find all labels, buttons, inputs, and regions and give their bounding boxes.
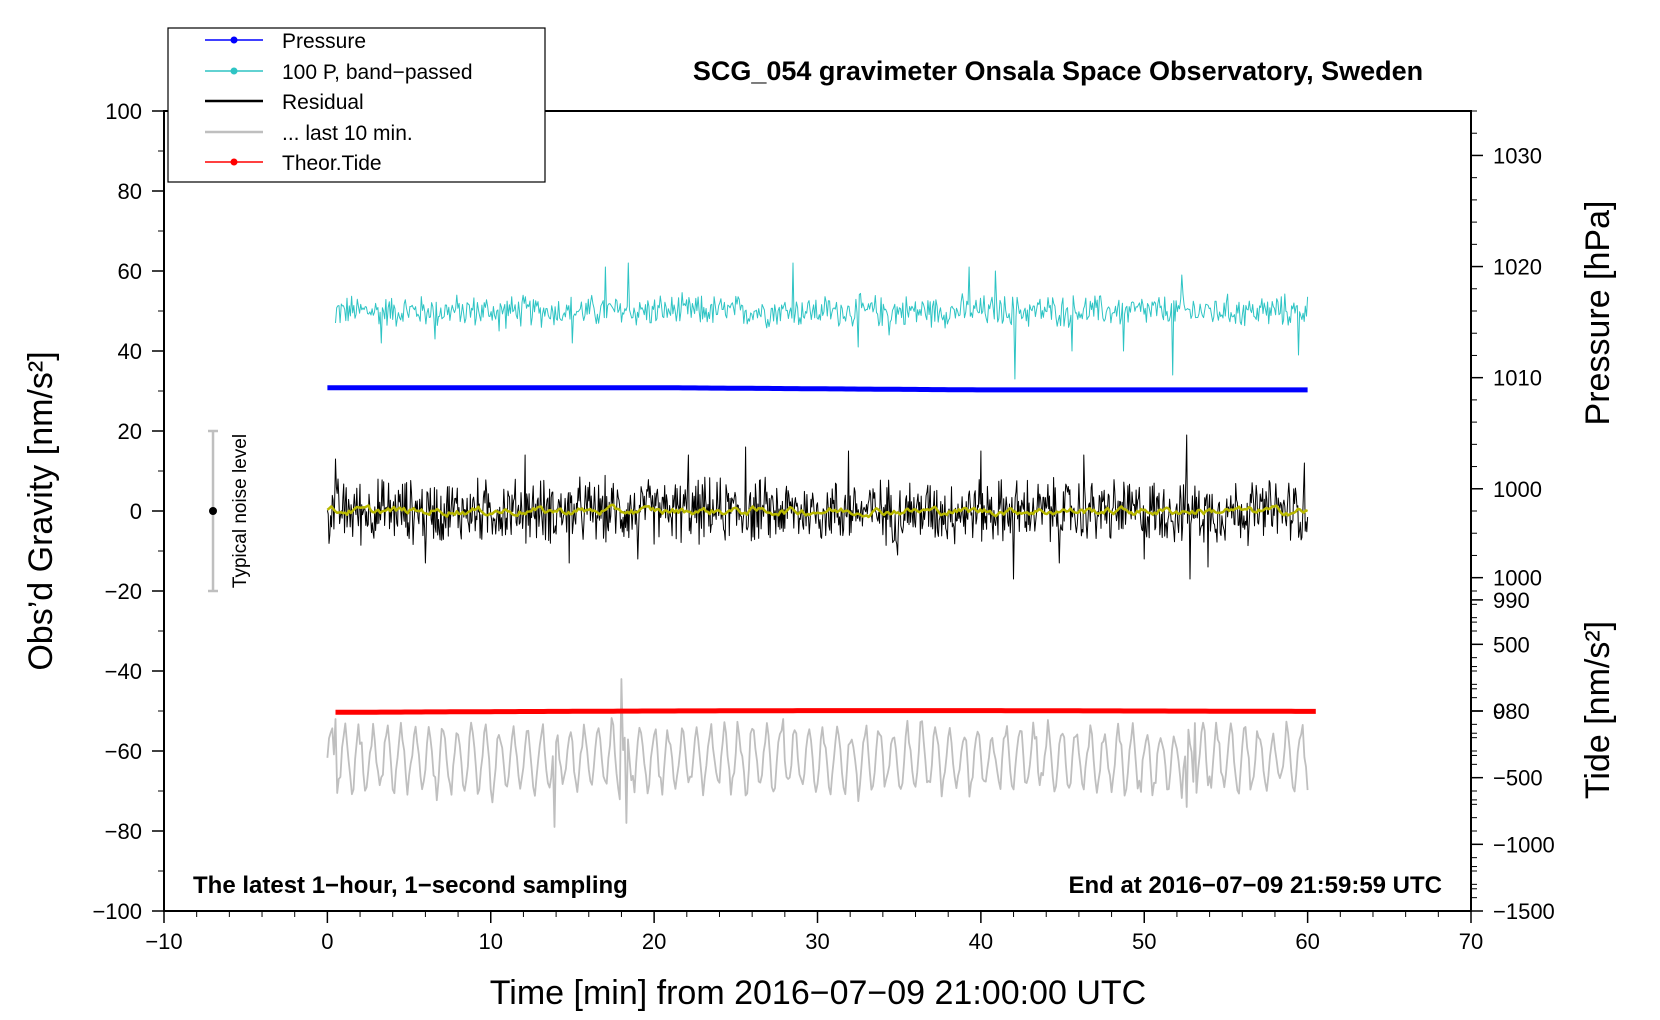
y-tick-label: −20 — [105, 579, 142, 604]
chart-title: SCG_054 gravimeter Onsala Space Observat… — [693, 56, 1423, 86]
tide-series-line — [335, 708, 1316, 715]
x-tick-label: 70 — [1459, 929, 1483, 954]
y-tick-label: 100 — [105, 99, 142, 124]
noise-bar — [208, 429, 219, 593]
residual-series-line — [326, 434, 1309, 580]
x-tick-label: −10 — [145, 929, 182, 954]
annotation-sampling: The latest 1−hour, 1−second sampling — [193, 872, 628, 899]
x-tick-label: 60 — [1295, 929, 1319, 954]
y-axis-title-gravity: Obs’d Gravity [nm/s²] — [22, 351, 60, 670]
noise-label: Typical noise level — [230, 434, 251, 588]
x-tick-label: 20 — [642, 929, 666, 954]
tide-tick-label: −500 — [1493, 766, 1543, 791]
pressure-tick-label: 1030 — [1493, 143, 1542, 168]
pressure-tick-label: 990 — [1493, 588, 1530, 613]
y-tick-label: 60 — [118, 259, 142, 284]
legend-label-residual: Residual — [282, 91, 364, 114]
legend: Pressure 100 P, band−passed Residual ...… — [167, 27, 546, 183]
tide-tick-label: 500 — [1493, 632, 1530, 657]
y-tick-label: 80 — [118, 179, 142, 204]
y-tick-label: 40 — [118, 339, 142, 364]
tide-tick-label: −1000 — [1493, 832, 1555, 857]
legend-marker-tide — [230, 158, 238, 166]
x-tick-label: 40 — [969, 929, 993, 954]
y-tick-label: 0 — [130, 499, 142, 524]
tide-tick-label: −1500 — [1493, 899, 1555, 924]
pressure-tick-label: 1010 — [1493, 366, 1542, 391]
legend-label-tide: Theor.Tide — [282, 152, 382, 175]
legend-marker-pressure — [230, 36, 238, 44]
legend-label-last10: ... last 10 min. — [282, 122, 413, 145]
legend-box — [167, 27, 546, 183]
series-layer — [326, 262, 1316, 828]
x-tick-label: 0 — [321, 929, 333, 954]
y-axis-title-pressure: Pressure [hPa] — [1579, 201, 1617, 426]
x-tick-label: 30 — [805, 929, 829, 954]
pressure-tick-label: 1000 — [1493, 477, 1542, 502]
residual-smoothed-line — [326, 503, 1308, 519]
x-tick-label: 50 — [1132, 929, 1156, 954]
noise-bar-center-dot — [209, 507, 218, 515]
legend-label-bandpassed: 100 P, band−passed — [282, 61, 473, 84]
y-tick-label: 20 — [118, 419, 142, 444]
last10-series-line — [326, 678, 1309, 828]
axis-layer: −10 0 10 20 30 40 50 60 70−100−80−60−40−20020406… — [92, 99, 1554, 954]
legend-label-pressure: Pressure — [282, 30, 366, 53]
bandpassed-series-line — [335, 262, 1309, 380]
pressure-tick-label: 1020 — [1493, 255, 1542, 280]
x-tick-label: 10 — [479, 929, 503, 954]
y-tick-label: −100 — [92, 899, 142, 924]
tide-tick-label: 1000 — [1493, 566, 1542, 591]
pressure-series-line — [327, 385, 1308, 393]
tide-tick-label: 0 — [1493, 699, 1505, 724]
x-axis-title: Time [min] from 2016−07−09 21:00:00 UTC — [490, 974, 1146, 1012]
y-tick-label: −60 — [105, 739, 142, 764]
pressure-tick-label: 980 — [1493, 699, 1530, 724]
y-tick-label: −40 — [105, 659, 142, 684]
legend-marker-bandpassed — [230, 67, 238, 75]
y-axis-title-tide: Tide [nm/s²] — [1579, 621, 1617, 799]
y-tick-label: −80 — [105, 819, 142, 844]
annotation-end-time: End at 2016−07−09 21:59:59 UTC — [1068, 872, 1442, 899]
